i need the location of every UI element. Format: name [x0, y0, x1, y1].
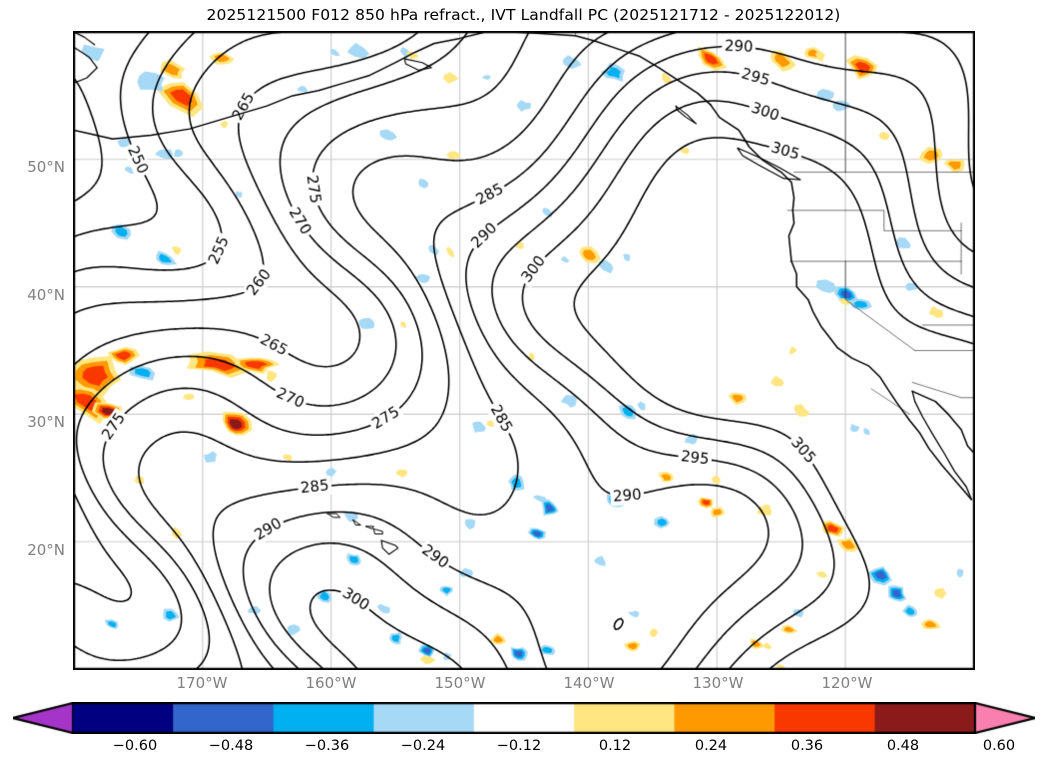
map-plot-area: [73, 31, 975, 670]
colorbar-tick-4: −0.24: [400, 738, 446, 754]
page-title: 2025121500 F012 850 hPa refract., IVT La…: [206, 6, 841, 24]
colorbar-canvas: [13, 702, 1035, 734]
y-tick-label-40n: 40°N: [27, 286, 65, 304]
colorbar-tick-3: −0.36: [304, 738, 350, 754]
colorbar-tick-2: −0.48: [208, 738, 254, 754]
colorbar-tick-8: 0.36: [790, 738, 824, 754]
colorbar: [13, 702, 1035, 734]
colorbar-tick-6: 0.12: [598, 738, 632, 754]
y-tick-label-50n: 50°N: [27, 158, 65, 176]
x-tick-label-160w: 160°W: [305, 674, 357, 692]
x-tick-label-170w: 170°W: [176, 674, 228, 692]
colorbar-tick-1: −0.60: [112, 738, 158, 754]
colorbar-tick-10: 0.60: [982, 738, 1016, 754]
y-tick-label-30n: 30°N: [27, 413, 65, 431]
x-tick-label-140w: 140°W: [563, 674, 615, 692]
x-tick-label-150w: 150°W: [434, 674, 486, 692]
y-tick-label-20n: 20°N: [27, 541, 65, 559]
colorbar-tick-9: 0.48: [886, 738, 920, 754]
contour-map-canvas: [74, 32, 974, 669]
x-tick-label-130w: 130°W: [692, 674, 744, 692]
x-tick-label-120w: 120°W: [821, 674, 873, 692]
colorbar-tick-5: −0.12: [496, 738, 542, 754]
colorbar-tick-7: 0.24: [694, 738, 728, 754]
